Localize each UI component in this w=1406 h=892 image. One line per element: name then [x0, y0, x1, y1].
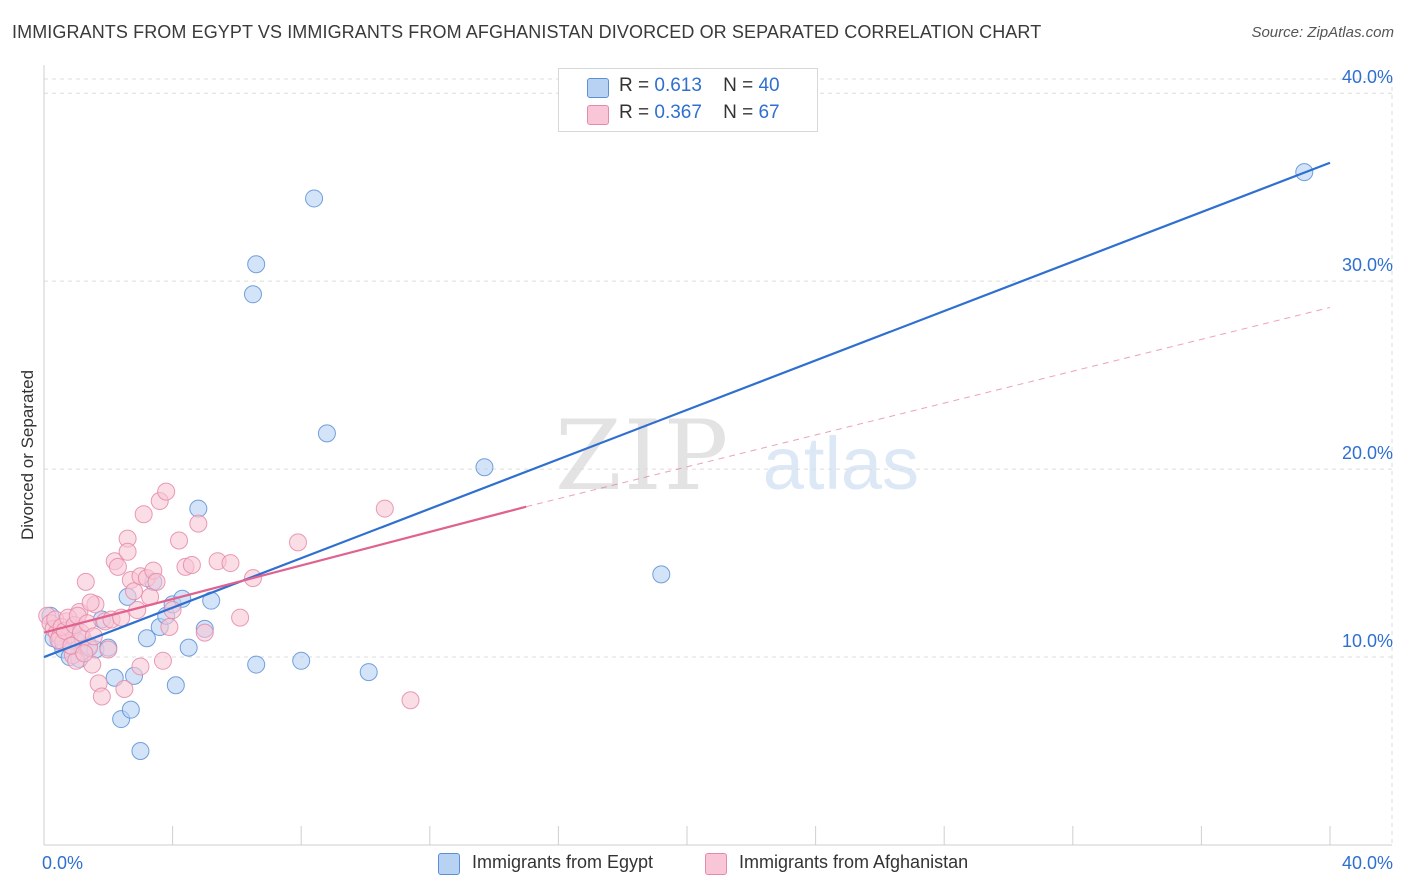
- tick-labels: 10.0% 20.0% 30.0% 40.0% 0.0% 40.0%: [42, 67, 1393, 873]
- afghanistan-trend-line: [43, 505, 527, 634]
- legend-n-label: N =: [723, 75, 754, 96]
- legend-afghanistan-stats: R = 0.367 N = 67: [619, 102, 780, 124]
- afghanistan-point: [125, 582, 144, 601]
- afghanistan-point: [401, 691, 420, 710]
- legend-n-value: 40: [758, 75, 780, 96]
- egypt-swatch: [587, 78, 609, 98]
- trend-layer: [43, 161, 1331, 659]
- bottom-legend-afghanistan-label: Immigrants from Afghanistan: [739, 852, 969, 872]
- legend-r-value: 0.613: [654, 75, 702, 96]
- afghanistan-point: [76, 572, 95, 591]
- y-tick-label: 30.0%: [1342, 255, 1393, 275]
- egypt-point: [137, 629, 156, 648]
- legend-r-label: R =: [619, 75, 650, 96]
- egypt-point: [243, 285, 262, 304]
- afghanistan-trend-extension: [526, 306, 1331, 508]
- egypt-point: [247, 255, 266, 274]
- egypt-point: [652, 565, 671, 584]
- afghanistan-swatch: [705, 853, 727, 875]
- egypt-point: [166, 676, 185, 695]
- stats-legend: R = 0.613 N = 40 R = 0.367 N = 67: [558, 68, 818, 132]
- afghanistan-point: [153, 651, 172, 670]
- egypt-point: [179, 638, 198, 657]
- afghanistan-point: [231, 608, 250, 627]
- afghanistan-point: [182, 555, 201, 574]
- afghanistan-point: [157, 482, 176, 501]
- grid-layer: [44, 78, 1393, 845]
- egypt-trend-line: [43, 161, 1331, 659]
- egypt-point: [292, 651, 311, 670]
- egypt-point: [317, 424, 336, 443]
- egypt-point: [121, 700, 140, 719]
- y-tick-label: 20.0%: [1342, 443, 1393, 463]
- afghanistan-point: [160, 617, 179, 636]
- egypt-point: [247, 655, 266, 674]
- chart-title: IMMIGRANTS FROM EGYPT VS IMMIGRANTS FROM…: [12, 22, 1042, 42]
- legend-egypt-stats: R = 0.613 N = 40: [619, 75, 780, 97]
- egypt-swatch: [438, 853, 460, 875]
- afghanistan-point: [134, 505, 153, 524]
- afghanistan-point: [118, 542, 137, 561]
- x-tick-label-min: 0.0%: [42, 853, 83, 873]
- bottom-legend-egypt-label: Immigrants from Egypt: [472, 852, 654, 872]
- afghanistan-point: [115, 680, 134, 698]
- egypt-point: [305, 189, 324, 208]
- legend-n-label: N =: [723, 102, 754, 123]
- legend-r-label: R =: [619, 102, 650, 123]
- y-axis-title: Divorced or Separated: [18, 369, 37, 541]
- afghanistan-point: [99, 640, 118, 659]
- afghanistan-point: [108, 557, 127, 576]
- afghanistan-point: [221, 554, 240, 573]
- y-tick-label: 40.0%: [1342, 67, 1393, 87]
- afghanistan-point: [189, 514, 208, 533]
- source-label: Source: ZipAtlas.com: [1251, 24, 1394, 41]
- egypt-point: [359, 663, 378, 682]
- afghanistan-point: [92, 687, 111, 706]
- egypt-points: [41, 163, 1314, 761]
- afghanistan-point: [75, 644, 94, 663]
- egypt-point: [475, 458, 494, 477]
- afghanistan-point: [147, 572, 166, 591]
- afghanistan-point: [170, 531, 189, 550]
- zipatlas-watermark: ZIP atlas: [555, 400, 919, 512]
- afghanistan-point: [81, 593, 100, 612]
- afghanistan-swatch: [587, 105, 609, 125]
- x-tick-label-max: 40.0%: [1342, 853, 1393, 873]
- afghanistan-point: [375, 499, 394, 518]
- axis-layer: [43, 65, 1392, 846]
- legend-r-value: 0.367: [654, 102, 702, 123]
- egypt-point: [189, 499, 208, 518]
- afghanistan-point: [288, 533, 307, 552]
- afghan-points: [38, 482, 420, 710]
- afghanistan-point: [195, 623, 214, 642]
- watermark-zip: ZIP: [555, 400, 731, 512]
- watermark-atlas: atlas: [762, 422, 920, 505]
- afghanistan-point: [131, 657, 150, 676]
- egypt-point: [131, 742, 150, 761]
- legend-n-value: 67: [758, 102, 780, 123]
- y-tick-label: 10.0%: [1342, 631, 1393, 651]
